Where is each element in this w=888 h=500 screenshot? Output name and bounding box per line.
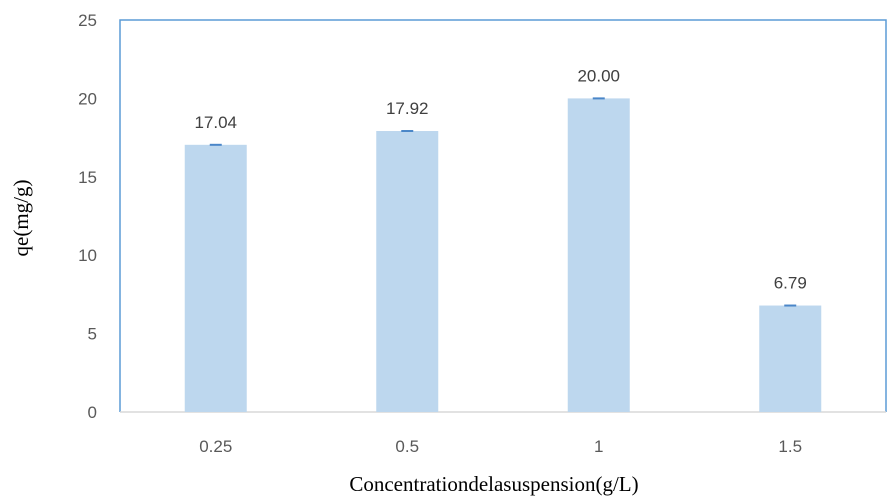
y-axis-title: qe(mg/g) (9, 180, 33, 257)
y-tick-label: 5 (88, 325, 97, 344)
bar (759, 305, 822, 412)
y-tick-label: 0 (88, 403, 97, 422)
x-tick-label: 0.25 (199, 437, 232, 456)
x-axis-ticks: 0.25 0.5 1 1.5 (199, 437, 802, 456)
data-label: 17.04 (194, 113, 237, 132)
data-label: 6.79 (774, 274, 807, 293)
y-tick-label: 25 (78, 11, 97, 30)
x-tick-label: 1 (594, 437, 603, 456)
bar (376, 131, 439, 412)
x-tick-label: 0.5 (395, 437, 419, 456)
y-tick-label: 15 (78, 168, 97, 187)
x-tick-label: 1.5 (778, 437, 802, 456)
y-axis-ticks: 0 5 10 15 20 25 (78, 11, 97, 422)
bar (567, 98, 630, 413)
plot-frame (119, 19, 887, 413)
data-labels: 17.04 17.92 20.00 6.79 (194, 66, 806, 292)
y-tick-label: 20 (78, 89, 97, 108)
plot-border (119, 19, 887, 412)
error-bars (209, 97, 797, 307)
bars (184, 98, 822, 413)
data-label: 17.92 (386, 99, 429, 118)
x-axis-title: Concentrationdelasuspension(g/L) (349, 472, 638, 496)
bar (184, 144, 247, 412)
y-tick-label: 10 (78, 246, 97, 265)
data-label: 20.00 (577, 66, 620, 85)
